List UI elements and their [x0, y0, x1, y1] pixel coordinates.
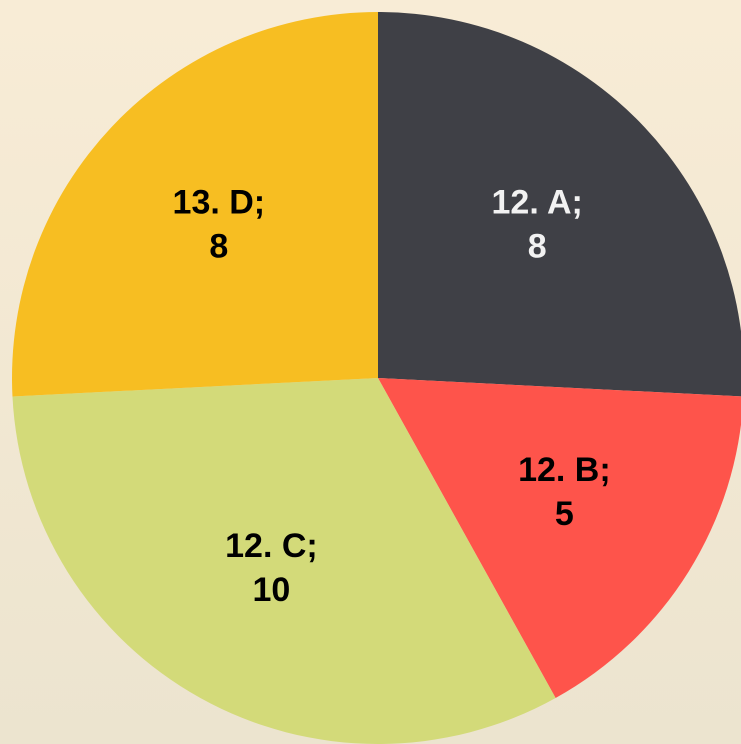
slice-value: 8 [209, 228, 228, 266]
slice-label: 13. D; [173, 184, 266, 222]
slice-value: 5 [555, 495, 574, 533]
pie-slice [12, 378, 556, 744]
slice-label: 12. A; [492, 184, 583, 222]
pie-slice [12, 12, 378, 397]
slice-value: 8 [528, 228, 547, 266]
slice-label: 12. C; [225, 527, 318, 565]
pie-slice [378, 378, 741, 699]
pie-slice [378, 12, 741, 397]
slice-value: 10 [253, 571, 291, 609]
slice-label: 12. B; [518, 451, 611, 489]
